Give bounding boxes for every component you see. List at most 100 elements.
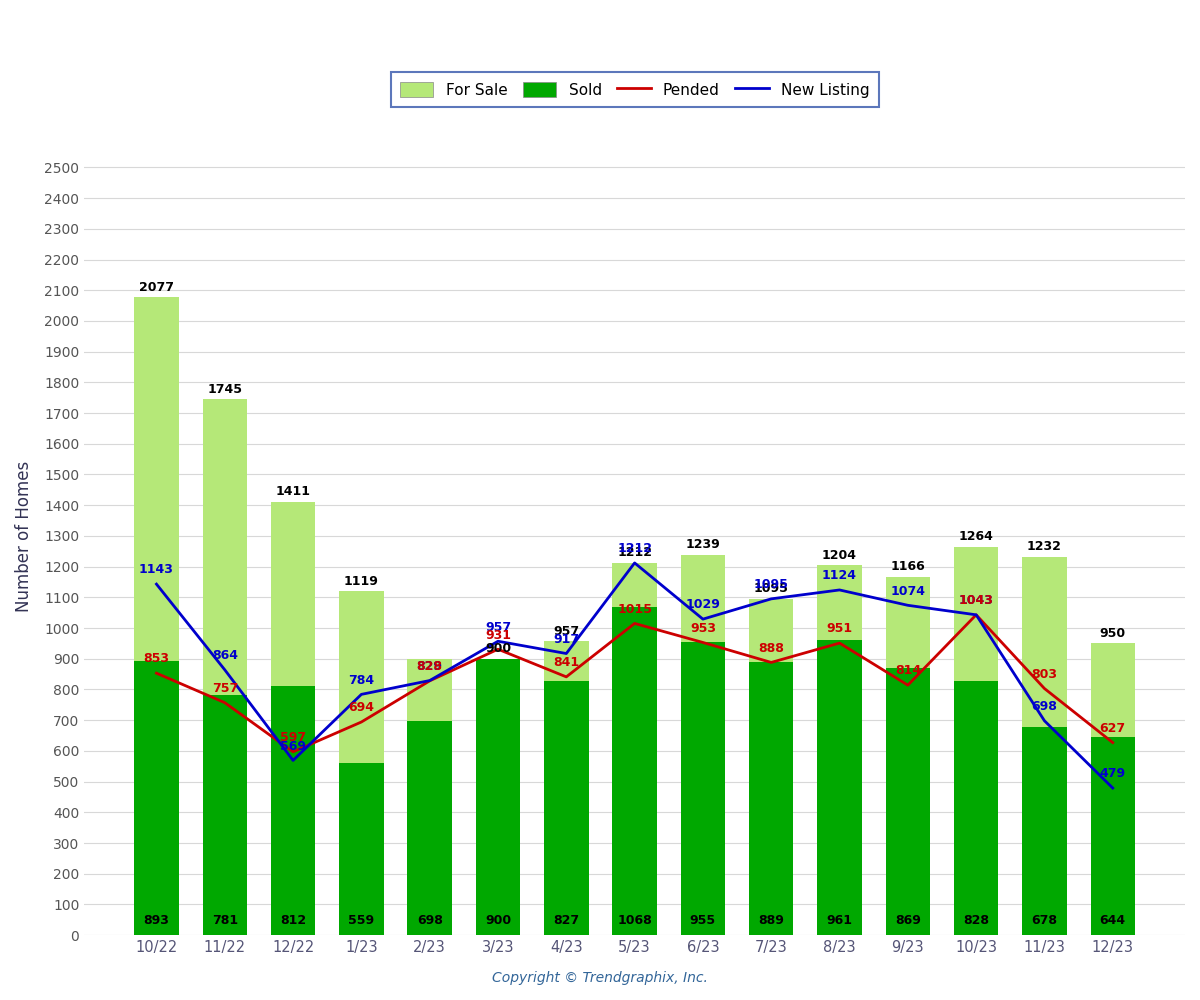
Text: 479: 479 [1099,767,1126,780]
Pended [1105,737,1120,749]
Bar [886,577,930,935]
Pended [354,716,368,728]
New Listing [354,688,368,700]
Pended [833,637,847,649]
Text: 1095: 1095 [754,582,788,595]
Bar [817,565,862,935]
Bar [203,695,247,935]
Bar [475,659,520,935]
Bar [1091,737,1135,935]
Pended [149,667,163,679]
New Listing [968,609,983,621]
Text: 812: 812 [280,914,306,927]
New Listing [696,613,710,625]
Text: 1043: 1043 [959,594,994,607]
Text: 698: 698 [416,914,443,927]
Text: 1212: 1212 [617,542,652,555]
Text: 1745: 1745 [208,383,242,396]
Text: 698: 698 [1032,700,1057,713]
Line: New Listing: New Listing [156,563,1112,788]
Bar [203,399,247,935]
Bar [817,640,862,935]
Bar [680,642,725,935]
New Listing [1037,715,1051,727]
Pended [901,679,916,691]
Bar [612,563,656,935]
Bar [475,659,520,935]
Bar [544,641,588,935]
Text: 1239: 1239 [685,538,720,551]
Text: 900: 900 [485,914,511,927]
Text: 1124: 1124 [822,569,857,582]
New Listing [1105,782,1120,794]
Bar [340,591,384,935]
Pended [422,675,437,687]
Bar [408,659,452,935]
New Listing [764,593,779,605]
Pended [696,636,710,648]
Text: 864: 864 [211,649,238,662]
Text: 678: 678 [1032,914,1057,927]
Text: 1232: 1232 [1027,540,1062,553]
Text: 1411: 1411 [276,485,311,498]
Text: 803: 803 [1032,668,1057,681]
Text: 917: 917 [553,633,580,646]
New Listing [491,635,505,647]
Bar [749,662,793,935]
Bar [954,681,998,935]
Text: 1119: 1119 [344,575,379,588]
Pended [764,656,779,668]
Text: 1095: 1095 [754,578,788,591]
Text: 2077: 2077 [139,281,174,294]
Text: 888: 888 [758,642,784,655]
Text: 889: 889 [758,914,784,927]
Text: 957: 957 [485,621,511,634]
Text: 951: 951 [827,622,852,635]
Text: 841: 841 [553,656,580,669]
Text: 828: 828 [964,914,989,927]
Line: Pended: Pended [156,615,1112,752]
Text: 627: 627 [1099,722,1126,735]
Text: 1166: 1166 [890,560,925,573]
New Listing [217,664,232,676]
Pended [628,617,642,629]
Text: Copyright © Trendgraphix, Inc.: Copyright © Trendgraphix, Inc. [492,971,708,985]
Pended [559,671,574,683]
Bar [749,599,793,935]
Pended [217,697,232,709]
Text: 955: 955 [690,914,716,927]
Bar [886,668,930,935]
New Listing [628,557,642,569]
New Listing [833,584,847,596]
New Listing [422,675,437,687]
Text: 1212: 1212 [617,546,652,559]
Bar [134,297,179,935]
Text: 781: 781 [211,914,238,927]
Pended [1037,683,1051,695]
Bar [1022,727,1067,935]
Bar [680,555,725,935]
Y-axis label: Number of Homes: Number of Homes [14,460,32,612]
Bar [271,686,316,935]
Bar [1022,557,1067,935]
Text: 829: 829 [416,660,443,673]
Bar [1091,643,1135,935]
Bar [340,763,384,935]
Text: 1043: 1043 [959,594,994,607]
Text: 814: 814 [895,664,920,677]
Bar [544,681,588,935]
Text: 1029: 1029 [685,598,720,611]
Text: 569: 569 [280,740,306,753]
Text: 1074: 1074 [890,585,925,598]
Bar [271,502,316,935]
Text: 869: 869 [895,914,920,927]
New Listing [559,648,574,660]
Text: 893: 893 [144,914,169,927]
Bar [134,661,179,935]
New Listing [286,754,300,766]
Text: 827: 827 [553,914,580,927]
Pended [968,609,983,621]
Text: 597: 597 [280,731,306,744]
Text: 953: 953 [690,622,716,635]
Text: 644: 644 [1099,914,1126,927]
